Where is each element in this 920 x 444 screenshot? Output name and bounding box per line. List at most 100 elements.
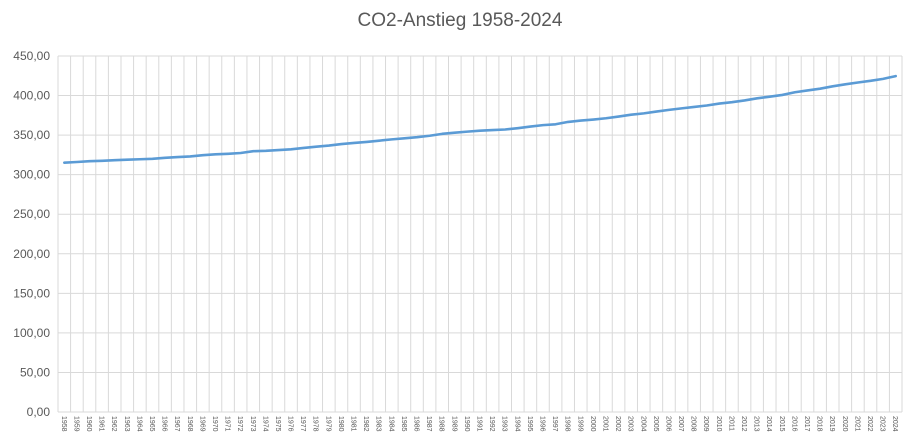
y-tick-label: 450,00 (13, 49, 50, 63)
data-point (428, 134, 431, 137)
data-point (604, 117, 607, 120)
data-point (63, 161, 66, 164)
x-tick-label: 2019 (828, 416, 835, 432)
y-tick-label: 100,00 (13, 326, 50, 340)
y-tick-label: 0,00 (27, 405, 51, 419)
data-point (201, 154, 204, 157)
x-tick-label: 2013 (753, 416, 760, 432)
x-tick-label: 1992 (488, 416, 495, 432)
y-tick-label: 250,00 (13, 207, 50, 221)
data-point (390, 138, 393, 141)
y-tick-label: 300,00 (13, 168, 50, 182)
x-tick-label: 2005 (652, 416, 659, 432)
x-tick-label: 1993 (501, 416, 508, 432)
data-point (579, 119, 582, 122)
x-tick-label: 2018 (816, 416, 823, 432)
data-point (680, 107, 683, 110)
x-tick-label: 1975 (274, 416, 281, 432)
x-tick-label: 1990 (463, 416, 470, 432)
data-point (453, 131, 456, 134)
x-tick-label: 1987 (425, 416, 432, 432)
chart-title: CO2-Anstieg 1958-2024 (357, 10, 563, 31)
x-tick-label: 1964 (135, 416, 142, 432)
x-tick-label: 1969 (198, 416, 205, 432)
data-point (151, 157, 154, 160)
x-tick-label: 2008 (690, 416, 697, 432)
data-point (101, 159, 104, 162)
data-point (869, 79, 872, 82)
data-point (416, 136, 419, 139)
y-tick-label: 350,00 (13, 128, 50, 142)
x-tick-label: 1973 (249, 416, 256, 432)
y-tick-label: 400,00 (13, 89, 50, 103)
data-point (365, 140, 368, 143)
x-tick-label: 2024 (891, 416, 898, 432)
data-point (138, 158, 141, 161)
data-point (479, 129, 482, 132)
data-point (781, 93, 784, 96)
x-tick-label: 1980 (337, 416, 344, 432)
x-tick-label: 1991 (476, 416, 483, 432)
data-point (491, 129, 494, 132)
y-tick-label: 200,00 (13, 247, 50, 261)
data-point (378, 139, 381, 142)
data-point (567, 120, 570, 123)
x-tick-label: 1961 (98, 416, 105, 432)
data-point (277, 149, 280, 152)
data-point (227, 152, 230, 155)
x-tick-label: 2009 (702, 416, 709, 432)
x-tick-label: 2021 (853, 416, 860, 432)
x-tick-label: 2002 (614, 416, 621, 432)
data-point (693, 105, 696, 108)
x-tick-label: 1966 (161, 416, 168, 432)
data-point (882, 77, 885, 80)
x-tick-label: 1967 (173, 416, 180, 432)
x-tick-label: 1995 (526, 416, 533, 432)
x-tick-label: 1972 (236, 416, 243, 432)
data-point (504, 128, 507, 131)
data-point (239, 151, 242, 154)
data-point (630, 113, 633, 116)
x-tick-label: 1994 (513, 416, 520, 432)
x-tick-label: 1974 (261, 416, 268, 432)
data-point (806, 89, 809, 92)
x-tick-label: 2007 (677, 416, 684, 432)
data-point (856, 81, 859, 84)
data-point (516, 127, 519, 130)
data-point (441, 132, 444, 135)
data-point (315, 145, 318, 148)
data-point (768, 95, 771, 98)
x-tick-label: 1978 (312, 416, 319, 432)
data-point (617, 115, 620, 118)
data-point (831, 85, 834, 88)
x-tick-label: 2001 (601, 416, 608, 432)
x-tick-label: 2020 (841, 416, 848, 432)
x-tick-label: 2014 (765, 416, 772, 432)
data-point (75, 161, 78, 164)
data-point (327, 144, 330, 147)
x-tick-label: 1988 (438, 416, 445, 432)
data-point (340, 143, 343, 146)
data-point (113, 159, 116, 162)
data-point (529, 125, 532, 128)
data-point (667, 108, 670, 111)
gridlines (57, 55, 903, 413)
data-point (705, 104, 708, 107)
x-tick-label: 2016 (790, 416, 797, 432)
x-tick-label: 1960 (85, 416, 92, 432)
x-tick-label: 2017 (803, 416, 810, 432)
data-point (214, 153, 217, 156)
data-point (252, 150, 255, 153)
data-point (541, 124, 544, 127)
x-tick-label: 1979 (324, 416, 331, 432)
data-point (718, 102, 721, 105)
x-tick-label: 1976 (287, 416, 294, 432)
x-tick-label: 1989 (450, 416, 457, 432)
x-tick-label: 1998 (564, 416, 571, 432)
data-point (554, 123, 557, 126)
x-tick-label: 1996 (538, 416, 545, 432)
x-tick-label: 1981 (350, 416, 357, 432)
data-point (403, 137, 406, 140)
x-tick-label: 1983 (375, 416, 382, 432)
